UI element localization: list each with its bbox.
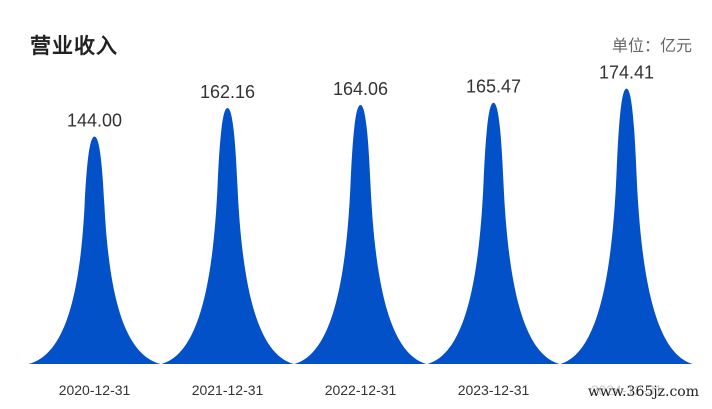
bars-group xyxy=(28,88,693,365)
bar-2020-12-31 xyxy=(28,136,161,364)
value-labels-group: 144.00 162.16 164.06 165.47 174.41 xyxy=(67,63,654,131)
chart-title: 营业收入 xyxy=(30,34,118,58)
value-label-2023-12-31: 165.47 xyxy=(466,77,521,97)
bar-2021-12-31 xyxy=(161,107,294,365)
watermark: www.365jz.com xyxy=(584,384,702,400)
x-tick-labels-group: 2020-12-31 2021-12-31 2022-12-31 2023-12-31… xyxy=(59,382,663,398)
value-label-2020-12-31: 144.00 xyxy=(67,111,122,131)
x-tick-2022-12-31: 2022-12-31 xyxy=(325,382,397,398)
value-label-2022-12-31: 164.06 xyxy=(333,79,388,99)
bar-2023-12-31 xyxy=(427,102,560,365)
value-label-2024-12-31: 174.41 xyxy=(599,63,654,83)
x-tick-2021-12-31: 2021-12-31 xyxy=(192,382,264,398)
bar-2022-12-31 xyxy=(294,104,427,365)
x-tick-2020-12-31: 2020-12-31 xyxy=(59,382,131,398)
x-tick-2023-12-31: 2023-12-31 xyxy=(458,382,530,398)
bar-2024-12-31 xyxy=(560,88,693,365)
unit-label: 单位：亿元 xyxy=(611,36,692,55)
value-label-2021-12-31: 162.16 xyxy=(200,82,255,102)
